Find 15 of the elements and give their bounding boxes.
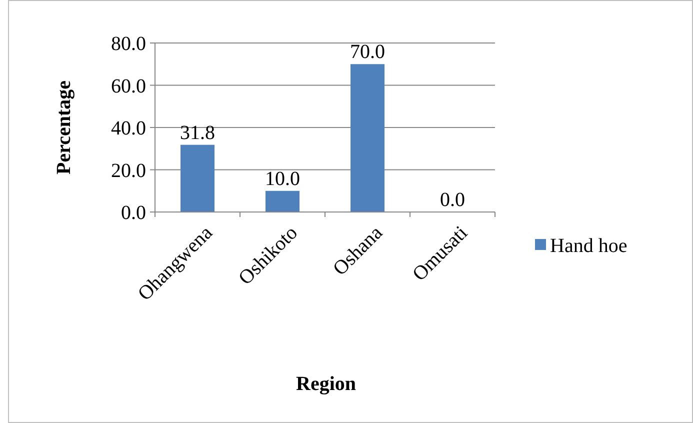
y-tick-label: 40.0	[111, 118, 146, 140]
y-axis-title: Percentage	[53, 80, 75, 175]
bar	[180, 144, 214, 212]
y-tick-label: 0.0	[121, 202, 146, 224]
y-tick-label: 80.0	[111, 33, 146, 55]
bar	[266, 190, 300, 212]
y-tick-label: 60.0	[111, 75, 146, 98]
x-axis-title: Region	[296, 373, 356, 395]
text: 10.0	[265, 168, 300, 190]
text: 31.8	[180, 122, 215, 144]
y-tick-label: 20.0	[111, 160, 146, 182]
text: 70.0	[350, 41, 385, 64]
bar	[350, 64, 384, 212]
text: 0.0	[440, 189, 465, 211]
legend-label: Hand hoe	[550, 235, 628, 257]
